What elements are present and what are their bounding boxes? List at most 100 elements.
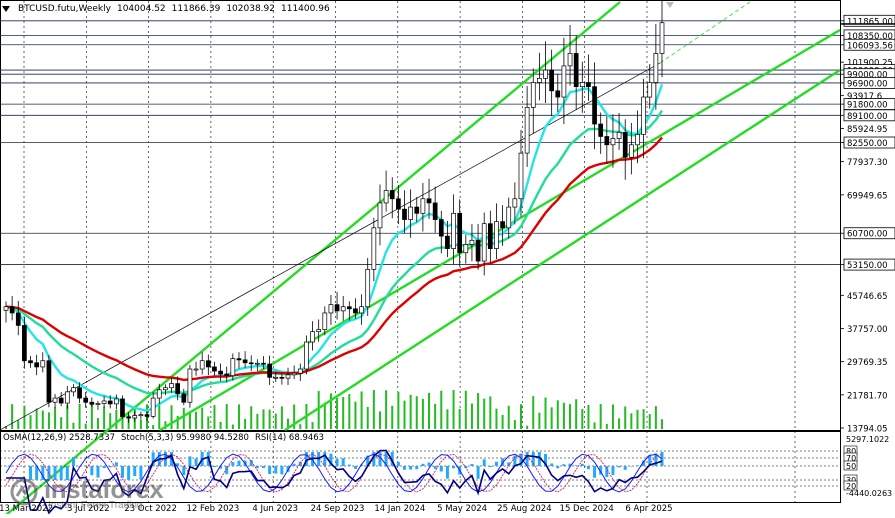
volume-bar [569, 404, 571, 429]
osma-bar [274, 466, 277, 474]
candle-body [114, 399, 118, 404]
candle-body [249, 363, 253, 364]
candle-body [464, 244, 468, 252]
volume-bar [140, 420, 142, 429]
symbol-dropdown-icon[interactable] [2, 6, 10, 12]
price-label: 111865.00 [847, 17, 893, 27]
price-label: 53150.00 [847, 261, 888, 271]
volume-bar [79, 404, 81, 429]
candle-body [427, 199, 431, 203]
indicator-scale-label: -4440.0263 [846, 489, 892, 498]
volume-bar [422, 399, 424, 429]
volume-bar [434, 404, 436, 429]
candle-body [482, 224, 486, 261]
volume-bar [649, 414, 651, 429]
candle-body [390, 190, 394, 198]
candle-body [476, 240, 480, 261]
candle-body [341, 307, 345, 311]
candle-body [274, 377, 278, 378]
volume-bar [183, 408, 185, 429]
candle-body [562, 66, 566, 97]
price-label: 37757.00 [847, 325, 888, 335]
osma-bar [483, 459, 486, 466]
time-label: 12 Feb 2023 [186, 504, 239, 514]
candle-body [550, 70, 554, 91]
volume-bar [477, 393, 479, 429]
volume-bar [42, 411, 44, 429]
volume-bar [30, 415, 32, 429]
candle-body [145, 415, 149, 417]
price-label: 82550.00 [847, 139, 888, 149]
price-label: 45746.65 [847, 292, 888, 302]
osma-bar [293, 464, 296, 466]
candle-body [519, 153, 523, 199]
volume-bar [397, 392, 399, 429]
volume-bar [373, 390, 375, 429]
candle-body [501, 222, 505, 228]
candle-body [304, 342, 308, 369]
volume-bar [115, 410, 117, 429]
osma-bar [188, 456, 191, 466]
osma-bar [489, 466, 492, 467]
price-label: 77937.30 [847, 158, 888, 168]
volume-bar [587, 405, 589, 429]
candle-body [544, 70, 548, 78]
time-label: 4 Jun 2023 [252, 504, 298, 514]
candle-body [102, 401, 106, 403]
candle-body [16, 313, 20, 325]
rsi-label: RSI(14) 68.9463 [255, 433, 324, 445]
volume-bar [453, 390, 455, 429]
price-label: 89100.00 [847, 112, 888, 122]
candle-body [366, 269, 370, 306]
osma-bar [336, 459, 339, 466]
ohlc-close: 111400.96 [281, 4, 330, 14]
price-label: 85924.95 [847, 125, 888, 135]
indicator-scale-label: 50 [846, 462, 856, 471]
candle-body [494, 222, 498, 249]
volume-bar [557, 400, 559, 429]
volume-bar [244, 419, 246, 429]
chart-shift-icon [666, 2, 674, 8]
osma-bar [96, 466, 99, 478]
volume-bar [606, 424, 608, 429]
candle-body [170, 384, 174, 388]
osma-bar [121, 466, 124, 478]
candle-body [415, 207, 419, 213]
volume-bar [526, 426, 528, 429]
volume-bar [348, 394, 350, 429]
candle-body [421, 199, 425, 214]
osma-bar [84, 465, 87, 466]
candle-body [617, 132, 621, 138]
moving-averages [6, 84, 662, 411]
volume-bar [643, 409, 645, 429]
candle-body [84, 398, 88, 402]
volume-bar [312, 422, 314, 429]
volume-bar [514, 420, 516, 429]
volume-bar [336, 398, 338, 429]
candle-body [188, 369, 192, 402]
candle-body [580, 83, 584, 87]
indicator-scale-label: 5297.1022 [846, 435, 889, 444]
candle-body [206, 361, 210, 367]
trend-channel-line [160, 30, 840, 430]
volume-bar [508, 406, 510, 429]
osma-bar [618, 466, 621, 467]
ema-slow-line [6, 137, 662, 380]
candle-body [268, 364, 272, 377]
volume-bar [226, 404, 228, 429]
volume-bar [171, 405, 173, 429]
volume-bar [459, 409, 461, 429]
osma-bar [415, 466, 418, 469]
volume-bar [11, 404, 13, 429]
time-label: 25 Aug 2024 [497, 504, 551, 514]
volume-bar [630, 413, 632, 429]
candle-body [629, 145, 633, 157]
candle-body [127, 417, 131, 418]
candle-body [29, 361, 33, 363]
osma-bar [109, 466, 112, 467]
osma-bar [593, 466, 596, 478]
osma-bar [575, 465, 578, 466]
osma-bar [268, 466, 271, 474]
candle-body [10, 307, 14, 313]
